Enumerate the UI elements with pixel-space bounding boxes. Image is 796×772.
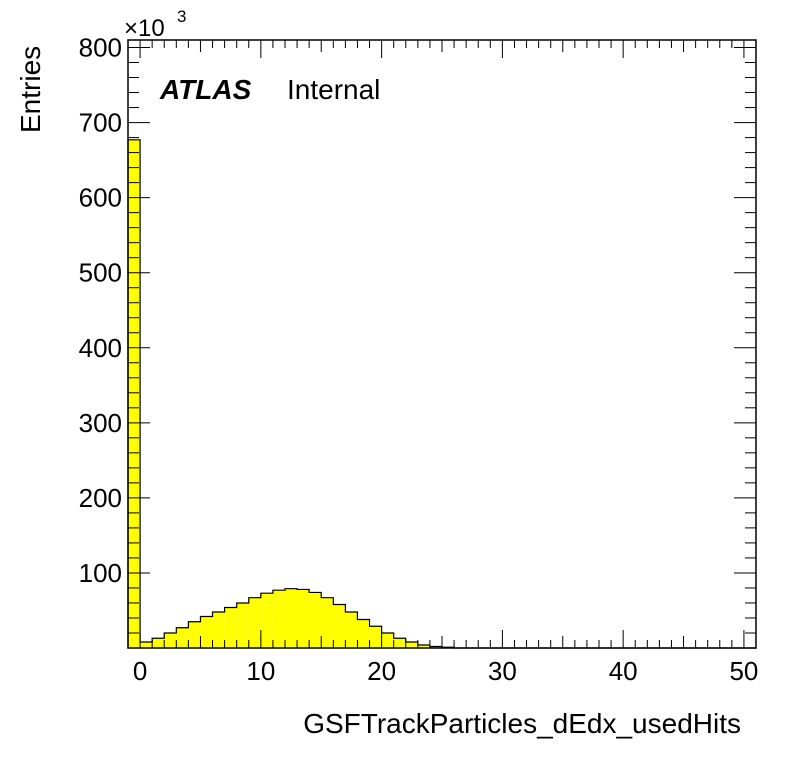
histogram-bar: [393, 638, 406, 648]
histogram-bar: [224, 607, 237, 648]
x-tick-label: 20: [367, 656, 396, 686]
histogram-bar: [188, 621, 201, 648]
histogram-bar: [405, 641, 418, 648]
histogram-outline: [127, 139, 756, 649]
y-multiplier-base: ×10: [124, 15, 165, 42]
histogram-bar: [321, 597, 334, 648]
x-tick-label: 40: [609, 656, 638, 686]
histogram-bar: [140, 641, 153, 648]
atlas-label-bold: ATLAS: [159, 74, 252, 105]
x-axis-title: GSFTrackParticles_dEdx_usedHits: [303, 708, 741, 739]
histogram-bar: [297, 589, 310, 648]
histogram-bar: [236, 602, 249, 648]
x-tick-label: 50: [729, 656, 758, 686]
histogram-bar: [381, 632, 394, 648]
histogram-bar: [417, 644, 430, 648]
y-tick-label: 800: [79, 33, 122, 63]
y-tick-label: 500: [79, 258, 122, 288]
histogram-bar: [345, 611, 358, 648]
histogram-bars: [128, 139, 455, 648]
y-tick-label: 100: [79, 558, 122, 588]
histogram-bar: [357, 619, 370, 648]
x-tick-label: 30: [488, 656, 517, 686]
x-tick-label: 0: [133, 656, 147, 686]
y-tick-label: 200: [79, 483, 122, 513]
histogram-bar: [128, 139, 141, 648]
x-tick-label: 10: [246, 656, 275, 686]
histogram-bar: [152, 638, 165, 648]
y-multiplier-exponent: 3: [177, 7, 186, 26]
histogram-bar: [309, 592, 322, 648]
histogram-bar: [176, 627, 189, 648]
histogram-bar: [212, 611, 225, 648]
histogram-bar: [164, 632, 177, 648]
histogram-bar: [272, 590, 285, 648]
atlas-label-tag: Internal: [287, 74, 380, 105]
histogram-bar: [285, 588, 298, 648]
histogram-bar: [369, 626, 382, 648]
y-tick-label: 700: [79, 108, 122, 138]
y-tick-label: 300: [79, 408, 122, 438]
histogram-bar: [260, 593, 273, 648]
histogram-bar: [429, 646, 442, 648]
plot-frame: [127, 39, 757, 649]
axis-ticks: [127, 40, 757, 648]
y-tick-label: 600: [79, 183, 122, 213]
axis-tick-labels: 0 10 20 30 40 50 100 200 300 400 500 600 700 800: [79, 33, 759, 686]
histogram-bar: [248, 597, 261, 648]
histogram-bar: [200, 616, 213, 648]
y-tick-label: 400: [79, 333, 122, 363]
histogram-bar: [333, 604, 346, 648]
y-axis-title: Entries: [15, 46, 46, 133]
